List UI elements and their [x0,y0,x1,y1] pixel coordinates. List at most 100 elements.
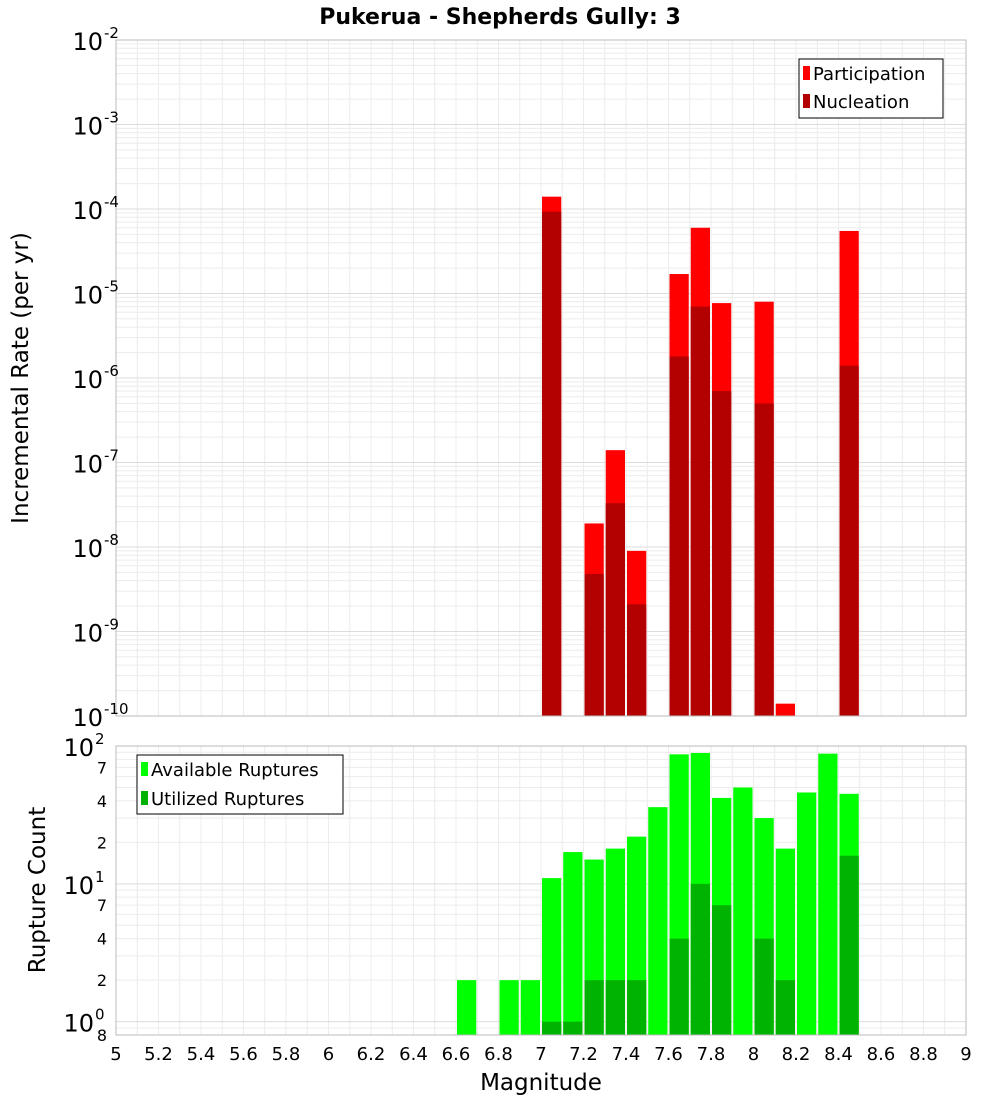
x-axis-label: Magnitude [480,1070,602,1096]
x-tick-label: 8.2 [782,1044,811,1065]
bar-utilized-ruptures [775,980,795,1035]
x-tick-label: 8.4 [824,1044,853,1065]
bar-available-ruptures [797,792,817,1035]
y-tick-label: 10 [72,535,103,563]
y-tick-label: 10 [72,620,103,648]
bar-nucleation [669,356,689,716]
y-tick-exponent: -8 [104,531,119,549]
legend-label-participation: Participation [813,64,925,85]
chart-title: Pukerua - Shepherds Gully: 3 [319,5,681,30]
x-tick-label: 6.8 [484,1044,513,1065]
bar-utilized-ruptures [605,980,625,1035]
legend-label-utilized-ruptures: Utilized Ruptures [151,789,304,810]
bar-nucleation [839,365,859,716]
top-legend-box [798,58,944,119]
x-tick-label: 6.6 [442,1044,471,1065]
y-minor-tick-label: 7 [97,758,107,777]
y-tick-label: 10 [72,113,103,141]
y-tick-label: 10 [72,282,103,310]
y-tick-label: 10 [72,197,103,225]
bottom-y-axis-label: Rupture Count [25,807,51,973]
legend-swatch-utilized-ruptures [141,791,148,805]
bar-available-ruptures [542,878,562,1035]
x-tick-label: 8 [748,1044,759,1065]
x-tick-label: 6.4 [399,1044,428,1065]
bar-nucleation [754,403,774,716]
y-tick-label: 10 [72,704,103,732]
top-y-axis-label: Incremental Rate (per yr) [8,232,34,524]
bar-nucleation [690,306,710,716]
x-tick-label: 9 [960,1044,971,1065]
y-minor-tick-label: 2 [97,833,107,852]
y-tick-exponent: 2 [95,730,105,748]
x-tick-label: 5.4 [187,1044,216,1065]
bar-utilized-ruptures [584,980,604,1035]
y-minor-tick-label: 4 [97,930,107,949]
bar-utilized-ruptures [669,938,689,1035]
legend-label-nucleation: Nucleation [813,92,909,113]
y-tick-exponent: -4 [104,193,119,211]
bar-available-ruptures [733,787,753,1035]
y-tick-exponent: -7 [104,447,119,465]
bar-nucleation [584,573,604,716]
y-tick-exponent: -3 [104,109,119,127]
y-tick-exponent: 1 [95,868,105,886]
y-tick-exponent: -2 [104,24,119,42]
top-plot-frame [115,39,967,717]
x-tick-label: 7.6 [654,1044,683,1065]
y-minor-tick-label: 7 [97,896,107,915]
y-tick-label: 10 [63,734,94,762]
top-legend: Participation Nucleation [798,58,944,119]
legend-swatch-nucleation [803,94,810,108]
bar-utilized-ruptures [839,855,859,1035]
bottom-bars [457,752,859,1035]
top-gridlines [115,39,967,717]
x-tick-label: 5.8 [272,1044,301,1065]
legend-swatch-participation [803,66,810,80]
legend-label-available-ruptures: Available Ruptures [151,760,319,781]
bar-nucleation [627,604,647,716]
bar-utilized-ruptures [690,883,710,1035]
top-y-ticks: 10-210-310-410-510-610-710-810-910-10 [72,24,128,732]
bar-available-ruptures [648,807,668,1035]
bar-utilized-ruptures [627,980,647,1035]
bar-available-ruptures [499,980,519,1035]
y-tick-label: 10 [63,872,94,900]
x-tick-label: 7.2 [569,1044,598,1065]
x-axis-ticks: 5 5.2 5.4 5.6 5.8 6 6.2 6.4 6.6 6.8 7 7.2 7.4 7.6 7.8 8… [110,1044,971,1065]
x-tick-label: 7.4 [612,1044,641,1065]
y-minor-tick-label: 2 [97,971,107,990]
y-tick-label: 10 [72,451,103,479]
bar-utilized-ruptures [754,938,774,1035]
x-tick-label: 5.6 [229,1044,258,1065]
y-tick-label: 10 [72,366,103,394]
x-tick-label: 5 [110,1044,121,1065]
bar-available-ruptures [818,753,838,1035]
y-tick-exponent: -10 [104,700,129,718]
x-tick-label: 6 [323,1044,334,1065]
bar-available-ruptures [563,852,583,1035]
bar-nucleation [712,391,732,716]
x-tick-label: 8.8 [909,1044,938,1065]
bar-utilized-ruptures [712,905,732,1035]
y-tick-label: 10 [63,1010,94,1038]
bar-utilized-ruptures [542,1021,562,1035]
bar-nucleation [542,211,562,716]
x-tick-label: 6.2 [357,1044,386,1065]
x-tick-label: 5.2 [144,1044,173,1065]
x-tick-label: 7 [535,1044,546,1065]
y-tick-label: 10 [72,28,103,56]
y-tick-exponent: -5 [104,278,119,296]
y-tick-exponent: -9 [104,616,119,634]
bottom-legend-box [136,754,344,815]
x-tick-label: 7.8 [697,1044,726,1065]
y-tick-exponent: -6 [104,362,119,380]
y-minor-tick-label: 8 [97,1026,107,1045]
bar-available-ruptures [457,980,477,1035]
y-tick-exponent: 0 [95,1006,105,1024]
bottom-legend: Available Ruptures Utilized Ruptures [136,754,344,815]
bar-utilized-ruptures [563,1021,583,1035]
y-minor-tick-label: 4 [97,792,107,811]
